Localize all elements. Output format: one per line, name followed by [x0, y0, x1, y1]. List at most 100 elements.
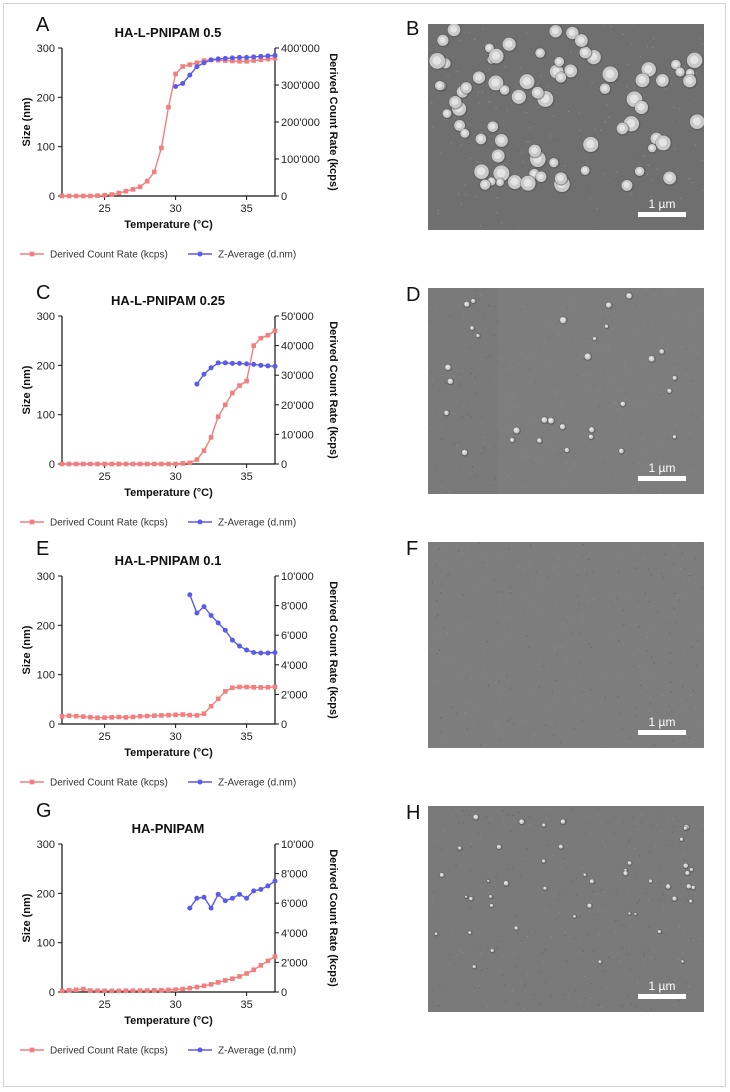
sem-texture-speck — [612, 327, 614, 330]
data-point-red — [123, 188, 129, 194]
sem-texture-speck — [491, 819, 494, 821]
sem-texture-speck — [685, 210, 687, 212]
sem-texture-speck — [670, 681, 672, 683]
sem-texture-speck — [616, 202, 618, 204]
sem-texture-speck — [577, 491, 579, 493]
data-point-red — [81, 193, 86, 199]
sem-texture-speck — [498, 433, 500, 435]
sem-particle-highlight — [458, 846, 461, 849]
data-point-blue — [272, 878, 278, 884]
data-point-blue — [258, 362, 264, 368]
sem-particle-highlight — [489, 895, 492, 897]
sem-texture-speck — [558, 558, 560, 560]
sem-texture-speck — [681, 553, 683, 555]
data-point-red — [201, 448, 207, 453]
sem-texture-speck — [684, 567, 686, 569]
sem-particle-highlight — [658, 76, 666, 84]
sem-particle-highlight — [497, 845, 500, 848]
sem-texture-speck — [536, 423, 538, 425]
sem-texture-speck — [480, 421, 482, 424]
sem-texture-speck — [481, 91, 483, 93]
sem-texture-speck — [432, 378, 434, 380]
data-point-red — [95, 715, 100, 721]
sem-texture-speck — [650, 957, 652, 959]
sem-texture-speck — [578, 1001, 580, 1003]
sem-texture-speck — [519, 609, 521, 611]
sem-texture-speck — [587, 187, 590, 189]
data-point-red — [144, 461, 150, 467]
x-axis-label: Temperature (°C) — [124, 219, 213, 231]
sem-texture-speck — [695, 664, 697, 666]
sem-texture-speck — [479, 452, 481, 454]
sem-texture-speck — [662, 338, 664, 340]
sem-texture-speck — [487, 579, 489, 581]
sem-texture-speck — [482, 28, 484, 30]
sem-particle-highlight — [606, 303, 610, 307]
data-point-blue — [215, 891, 221, 897]
sem-texture-speck — [583, 30, 586, 32]
sem-texture-speck — [541, 580, 543, 582]
sem-texture-speck — [612, 101, 614, 103]
sem-texture-speck — [537, 106, 539, 109]
sem-texture-speck — [437, 653, 439, 655]
sem-texture-speck — [695, 72, 697, 74]
sem-texture-speck — [473, 986, 475, 989]
sem-texture-speck — [512, 866, 514, 868]
sem-texture-speck — [565, 1010, 567, 1012]
sem-texture-speck — [582, 543, 584, 545]
sem-texture-speck — [496, 947, 498, 950]
sem-texture-speck — [623, 26, 626, 28]
sem-texture-speck — [526, 635, 528, 637]
sem-texture-speck — [528, 121, 530, 123]
sem-texture-speck — [432, 28, 434, 30]
sem-texture-speck — [458, 822, 460, 824]
sem-texture-speck — [524, 456, 526, 458]
sem-texture-speck — [612, 475, 614, 477]
sem-texture-speck — [482, 436, 485, 439]
sem-particle-highlight — [497, 179, 502, 185]
x-tick-label: 25 — [98, 731, 110, 743]
sem-texture-speck — [513, 228, 515, 230]
sem-particle-highlight — [445, 365, 450, 369]
sem-texture-speck — [670, 83, 672, 85]
sem-texture-speck — [691, 914, 693, 916]
sem-texture-speck — [466, 900, 468, 902]
sem-texture-speck — [687, 578, 690, 580]
sem-texture-speck — [647, 675, 649, 677]
legend-label-blue: Z-Average (d.nm) — [218, 1046, 296, 1057]
sem-texture-speck — [580, 691, 583, 693]
sem-particle-highlight — [605, 69, 615, 79]
sem-texture-speck — [470, 416, 472, 418]
data-point-blue — [229, 895, 235, 901]
chart-panel-c: HA-L-PNIPAM 0.25 25 30 35 0 100 200 300 0 10'000 2… — [20, 293, 339, 529]
sem-texture-speck — [698, 310, 700, 312]
sem-texture-speck — [458, 627, 460, 629]
data-point-blue — [194, 64, 200, 70]
panel-letter-f: F — [406, 538, 419, 560]
data-point-red — [102, 715, 107, 720]
sem-texture-speck — [566, 658, 568, 660]
sem-texture-speck — [447, 658, 449, 660]
sem-texture-speck — [679, 895, 681, 897]
sem-image-f: 1 µm — [428, 542, 704, 748]
sem-texture-speck — [531, 359, 533, 361]
data-point-blue — [272, 363, 278, 369]
sem-texture-speck — [435, 617, 437, 619]
sem-texture-speck — [668, 850, 671, 852]
sem-texture-speck — [495, 682, 497, 684]
sem-texture-speck — [688, 196, 690, 199]
series-line-blue — [189, 880, 276, 910]
data-point-blue — [265, 650, 271, 656]
sem-texture-speck — [687, 899, 689, 901]
sem-texture-speck — [617, 390, 619, 392]
sem-texture-speck — [638, 899, 641, 901]
sem-texture-speck — [575, 412, 577, 414]
y-left-tick-label: 100 — [37, 670, 55, 682]
sem-texture-speck — [436, 561, 438, 563]
sem-texture-speck — [602, 741, 604, 743]
data-point-red — [81, 986, 86, 992]
y-left-tick-label: 300 — [37, 43, 55, 55]
sem-texture-speck — [677, 820, 679, 822]
sem-texture-speck — [449, 573, 451, 575]
sem-texture-speck — [537, 83, 539, 85]
